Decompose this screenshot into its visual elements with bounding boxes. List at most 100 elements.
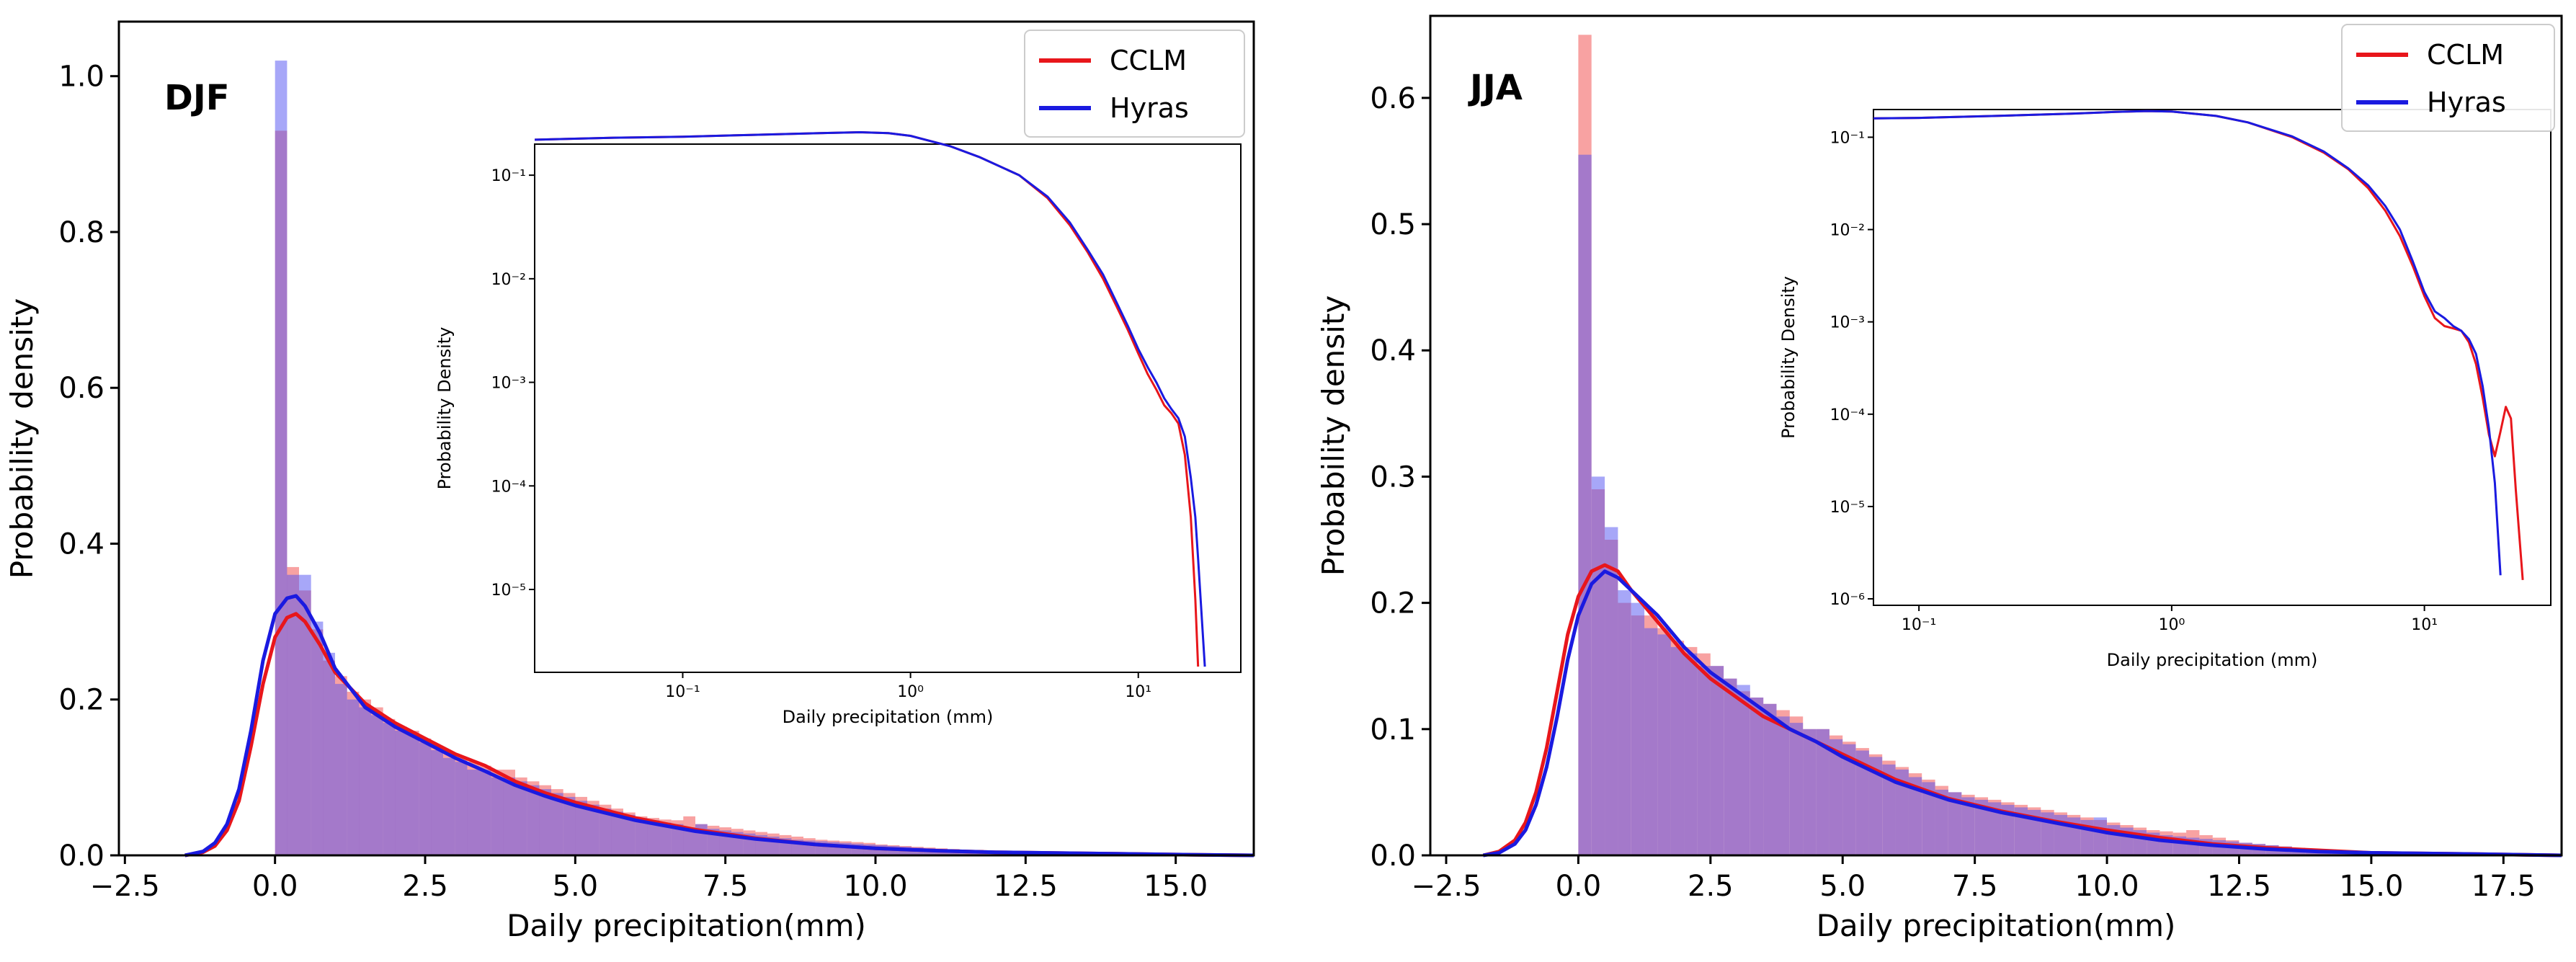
hist-bar-hyras (551, 793, 563, 855)
x-tick-label: 15.0 (1144, 870, 1208, 903)
legend: CCLM Hyras (1024, 30, 1245, 138)
hist-bar-hyras (1895, 769, 1909, 855)
x-tick-label: 2.5 (1688, 870, 1734, 903)
y-tick-label: 0.6 (58, 372, 104, 405)
x-tick-label: 7.5 (1952, 870, 1998, 903)
y-tick-label: 0.0 (1370, 839, 1416, 873)
hist-bar-hyras (2001, 804, 2015, 855)
hist-bar-hyras (1591, 476, 1605, 855)
hist-bar-hyras (563, 796, 576, 855)
y-tick-label: 0.0 (58, 839, 104, 873)
hist-bar-hyras (359, 707, 371, 855)
hist-bar-hyras (503, 777, 515, 855)
x-tick-label: 12.5 (2207, 870, 2271, 903)
inset-line-hyras (535, 131, 1206, 667)
y-tick-label: 0.4 (1370, 334, 1416, 368)
kde-line-hyras (184, 594, 1254, 858)
x-tick-label: −2.5 (90, 870, 160, 903)
panel-label: DJF (164, 78, 230, 118)
x-tick-label: 10.0 (2075, 870, 2139, 903)
hist-bar-hyras (623, 814, 636, 855)
hist-bar-hyras (287, 574, 299, 855)
hist-bar-hyras (347, 699, 360, 855)
hist-bar-hyras (407, 734, 419, 855)
hist-bar-hyras (539, 789, 551, 855)
hist-bar-hyras (1657, 634, 1671, 855)
hist-bar-hyras (1816, 729, 1830, 855)
x-tick-label: 7.5 (703, 870, 749, 903)
hist-bar-hyras (383, 723, 396, 855)
inset-x-tick-label: 10¹ (2411, 616, 2438, 634)
y-tick-label: 0.4 (58, 527, 104, 561)
inset-y-tick-label: 10⁻³ (491, 375, 526, 393)
hist-bar-hyras (527, 785, 540, 855)
hist-bar-hyras (2014, 807, 2028, 855)
hist-bar-hyras (1737, 685, 1750, 855)
hist-bar-hyras (2028, 809, 2041, 855)
hist-bar-hyras (647, 820, 659, 855)
inset-x-tick-label: 10⁰ (897, 683, 924, 701)
inset-y-tick-label: 10⁻¹ (491, 167, 526, 185)
hist-bar-hyras (1776, 716, 1790, 855)
hist-bar-hyras (635, 818, 648, 855)
hist-bar-hyras (1684, 653, 1698, 855)
inset-y-tick-label: 10⁻¹ (1830, 129, 1865, 147)
x-tick-label: 5.0 (553, 870, 599, 903)
x-tick-label: 2.5 (402, 870, 448, 903)
hist-bar-hyras (491, 777, 504, 855)
hist-bar-hyras (1803, 729, 1817, 855)
hist-bar-hyras (1988, 802, 2002, 855)
y-tick-label: 0.5 (1370, 208, 1416, 241)
hist-bar-hyras (1789, 723, 1804, 855)
hist-bar-hyras (1710, 666, 1724, 855)
hist-bar-hyras (1935, 789, 1948, 855)
hist-bar-hyras (599, 809, 612, 855)
hist-bar-hyras (1618, 590, 1631, 855)
panel-jja: −2.5 0.0 2.5 5.0 7.5 10.0 12.5 15.0 17.50.00.10.… (1316, 14, 2563, 943)
hist-bar-hyras (1670, 646, 1685, 855)
inset-y-tick-label: 10⁻⁵ (491, 582, 526, 600)
hist-bar-hyras (587, 804, 600, 855)
inset-y-tick-label: 10⁻² (491, 271, 526, 289)
y-axis-label: Probability density (1316, 295, 1351, 576)
hist-bar-hyras (659, 822, 672, 855)
hist-bar-hyras (1750, 698, 1764, 855)
hist-bar-hyras (1605, 527, 1618, 855)
y-tick-label: 1.0 (58, 61, 104, 94)
hist-bar-hyras (1842, 744, 1856, 855)
x-tick-label: 5.0 (1819, 870, 1866, 903)
hist-bar-hyras (311, 621, 324, 855)
hist-bar-hyras (611, 811, 623, 855)
inset-plot: 10⁻¹ 10⁰ 10¹ 10⁻¹ 10⁻² 10⁻³ 10⁻⁴ 10⁻⁵ Daily prec… (434, 131, 1242, 727)
hist-bar-hyras (515, 781, 527, 855)
hist-bar-hyras (671, 824, 684, 855)
plot-frame (1429, 14, 2563, 857)
legend-label-cclm: CCLM (2427, 39, 2504, 71)
hist-bar-hyras (467, 770, 479, 855)
hist-bar-hyras (575, 801, 587, 855)
inset-x-tick-label: 10⁰ (2158, 616, 2185, 634)
kde-line-hyras (1483, 569, 2562, 858)
panel-djf: −2.5 0.0 2.5 5.0 7.5 10.0 12.5 15.00.00.20.40.6… (4, 20, 1255, 943)
y-tick-label: 0.6 (1370, 82, 1416, 115)
hist-bar-hyras (1948, 792, 1962, 855)
x-tick-label: 12.5 (994, 870, 1058, 903)
inset-x-tick-label: 10⁻¹ (1902, 616, 1936, 634)
x-tick-label: 0.0 (1556, 870, 1602, 903)
hist-bar-hyras (1829, 739, 1843, 855)
inset-y-axis-label: Probability Density (434, 327, 455, 490)
hist-bar-hyras (683, 827, 695, 855)
inset-x-tick-label: 10¹ (1125, 683, 1151, 701)
hist-bar-hyras (455, 762, 468, 855)
inset-frame (534, 143, 1242, 673)
hist-bar-hyras (1578, 154, 1592, 855)
inset-y-tick-label: 10⁻⁵ (1830, 499, 1865, 517)
legend: CCLM Hyras (2341, 24, 2555, 132)
y-tick-label: 0.2 (1370, 587, 1416, 620)
x-tick-label: 17.5 (2472, 870, 2536, 903)
legend-label-hyras: Hyras (2427, 86, 2506, 118)
hist-bar-hyras (1631, 602, 1645, 855)
x-tick-label: −2.5 (1411, 870, 1481, 903)
panel-label: JJA (1468, 68, 1523, 108)
